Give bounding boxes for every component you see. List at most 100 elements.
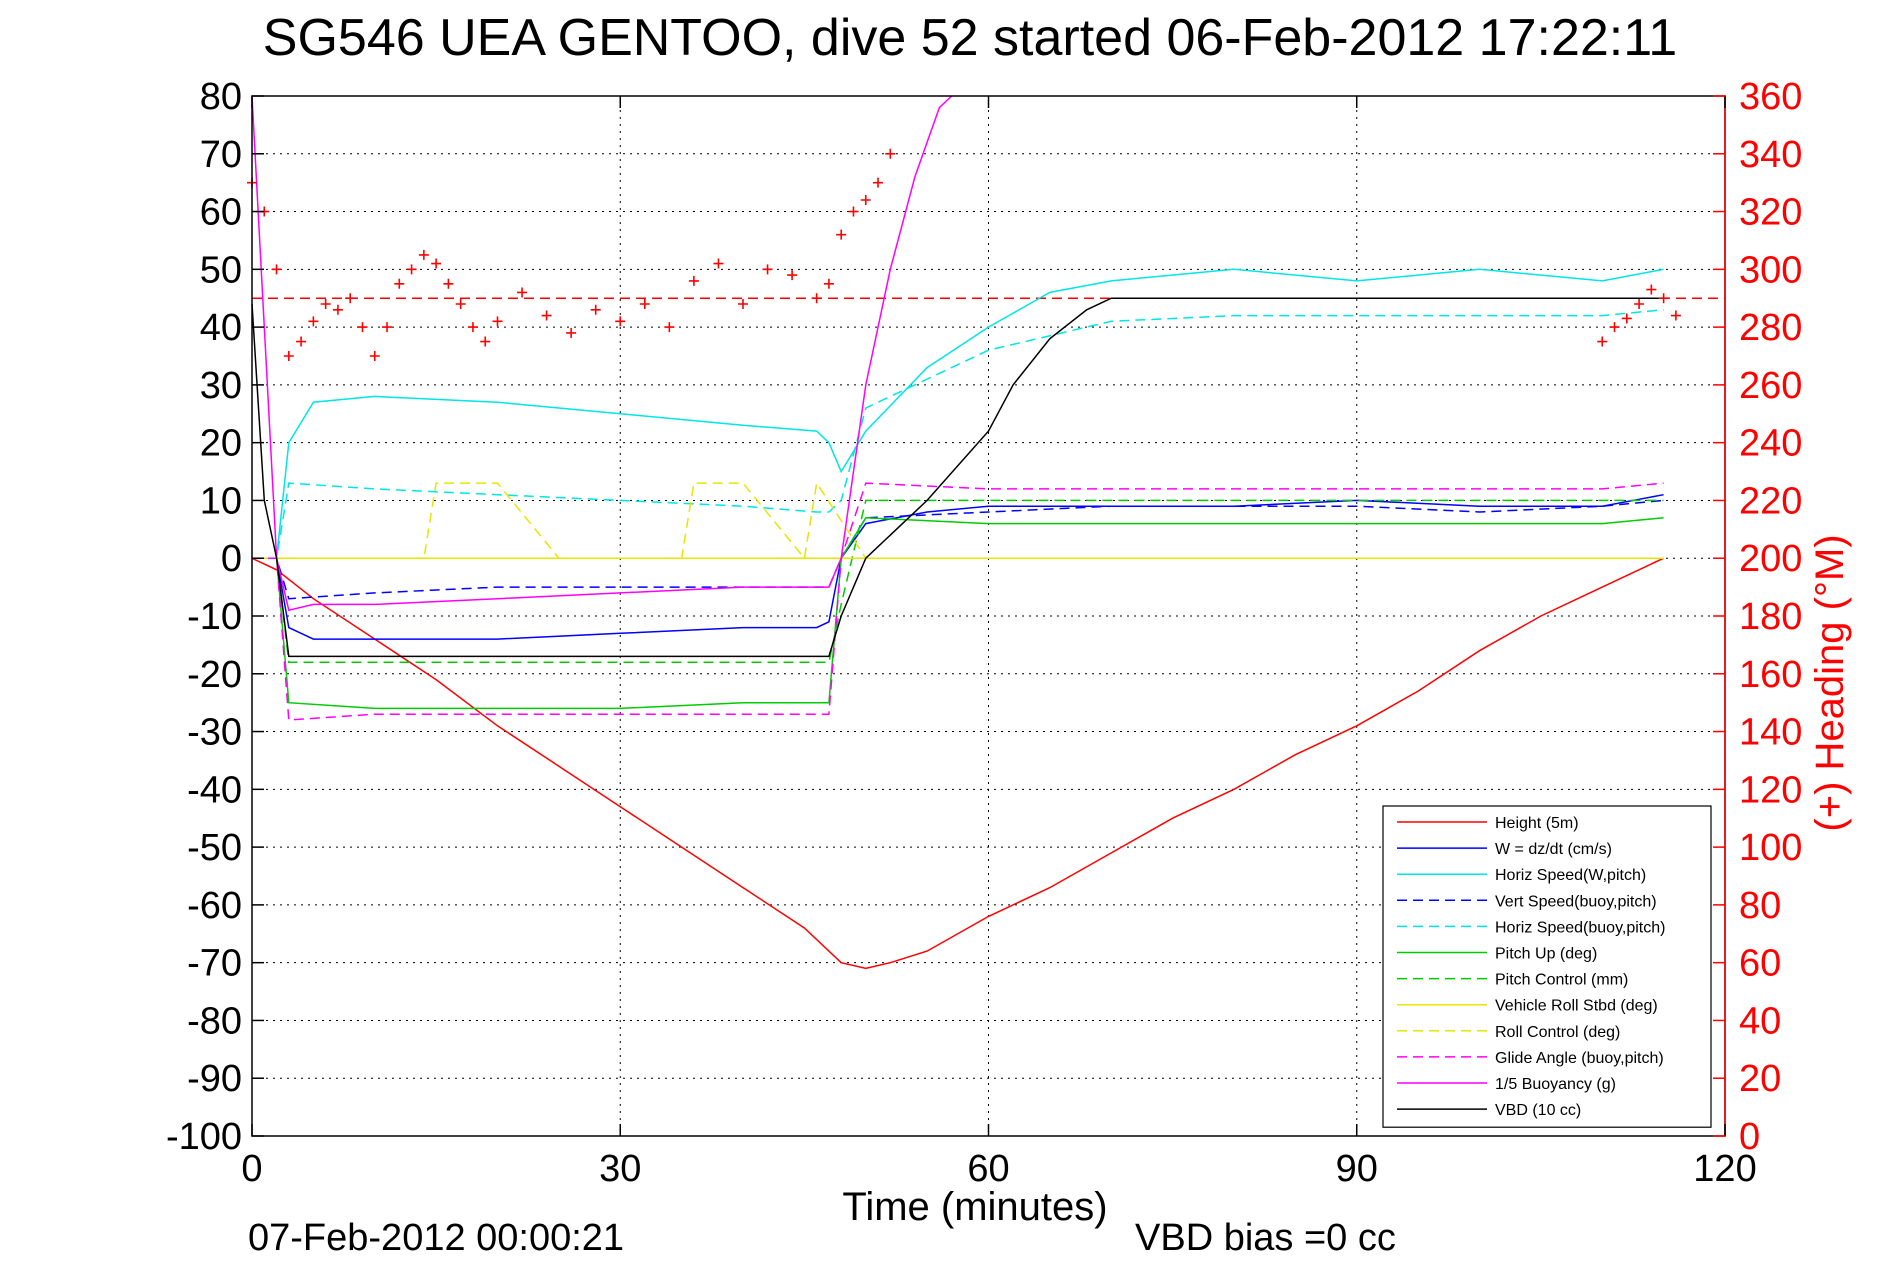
heading-point — [467, 322, 478, 333]
y2-tick-label: 300 — [1739, 249, 1802, 291]
legend-label: W = dz/dt (cm/s) — [1495, 841, 1612, 858]
y2-tick-label: 60 — [1739, 943, 1781, 985]
x-tick-label: 0 — [241, 1148, 262, 1190]
y-tick-label: -30 — [187, 712, 242, 754]
heading-point — [738, 299, 748, 309]
heading-point — [1597, 336, 1608, 347]
y2-tick-label: 240 — [1739, 423, 1802, 465]
y-tick-label: -80 — [187, 1000, 242, 1042]
series-line-12 — [251, 297, 1664, 658]
series-layer — [247, 95, 1725, 970]
y-tick-label: 10 — [200, 480, 242, 522]
y2-tick-label: 220 — [1739, 480, 1802, 522]
y2-tick-label: 140 — [1739, 712, 1802, 754]
heading-point — [1670, 310, 1681, 321]
heading-point — [455, 299, 466, 309]
heading-point — [848, 206, 859, 217]
heading-point — [1621, 313, 1632, 324]
heading-point — [1646, 284, 1657, 295]
heading-point — [1609, 322, 1620, 333]
heading-point — [639, 299, 650, 309]
y-tick-label: -90 — [187, 1058, 242, 1100]
y2-tick-label: 320 — [1739, 192, 1802, 234]
series-line-5 — [252, 309, 1664, 559]
y-tick-label: 50 — [200, 249, 242, 291]
legend-label: Pitch Control (mm) — [1495, 972, 1628, 989]
y-tick-label: -10 — [187, 596, 242, 638]
y2-tick-label: 20 — [1739, 1058, 1781, 1100]
y-tick-label: -20 — [187, 654, 242, 696]
x-tick-label: 30 — [599, 1148, 641, 1190]
y-tick-label: 0 — [221, 538, 242, 580]
y2-tick-label: 360 — [1739, 76, 1802, 118]
y2-tick-label: 80 — [1739, 885, 1781, 927]
series-line-2 — [252, 493, 1664, 640]
heading-point — [1658, 293, 1669, 304]
y-tick-label: -70 — [187, 943, 242, 985]
chart-title: SG546 UEA GENTOO, dive 52 started 06-Feb… — [263, 9, 1677, 67]
heading-point — [443, 278, 454, 289]
heading-point — [320, 299, 331, 309]
x-axis-label: Time (minutes) — [842, 1185, 1107, 1229]
heading-point — [492, 316, 503, 327]
heading-point — [860, 195, 871, 205]
heading-point — [308, 316, 319, 327]
y-tick-label: -60 — [187, 885, 242, 927]
heading-point — [283, 351, 294, 361]
legend-label: VBD (10 cc) — [1495, 1102, 1581, 1119]
y-tick-label: -100 — [166, 1116, 242, 1158]
legend-label: Glide Angle (buoy,pitch) — [1495, 1050, 1664, 1067]
legend: Height (5m) W = dz/dt (cm/s) Horiz Speed(W… — [1382, 805, 1712, 1128]
series-line-9 — [252, 481, 1664, 560]
heading-point — [480, 336, 491, 347]
heading-point — [566, 327, 577, 338]
y2-tick-label: 200 — [1739, 538, 1802, 580]
y2-tick-label: 260 — [1739, 365, 1802, 407]
heading-point — [541, 310, 552, 321]
y2-tick-label: 280 — [1739, 307, 1802, 349]
y2-tick-label: 40 — [1739, 1000, 1781, 1042]
legend-label: Vehicle Roll Stbd (deg) — [1495, 998, 1658, 1015]
legend-label: Pitch Up (deg) — [1495, 946, 1597, 963]
y-tick-label: -40 — [187, 769, 242, 811]
series-line-1 — [251, 557, 1664, 970]
heading-point — [823, 278, 834, 289]
y-tick-label: 80 — [200, 76, 242, 118]
axes: 0 30 60 90 12080706050403020100-10-20-30-40-… — [166, 76, 1802, 1190]
heading-point — [688, 275, 699, 286]
series-line-7 — [252, 499, 1664, 663]
heading-point — [332, 304, 343, 315]
heading-point — [1634, 299, 1645, 309]
grid-lines — [252, 96, 1725, 1136]
series-line-11 — [251, 95, 953, 612]
y-tick-label: 30 — [200, 365, 242, 407]
heading-point — [713, 258, 724, 269]
y-tick-label: 20 — [200, 423, 242, 465]
heading-point — [517, 287, 528, 298]
x-tick-label: 120 — [1693, 1148, 1756, 1190]
y2-tick-label: 100 — [1739, 827, 1802, 869]
heading-point — [811, 293, 822, 304]
legend-label: Horiz Speed(buoy,pitch) — [1495, 919, 1665, 936]
y2-tick-label: 180 — [1739, 596, 1802, 638]
legend-label: 1/5 Buoyancy (g) — [1495, 1076, 1616, 1093]
heading-point — [296, 336, 307, 347]
y-tick-label: -50 — [187, 827, 242, 869]
heading-point — [382, 322, 393, 333]
y2-tick-label: 0 — [1739, 1116, 1760, 1158]
footer-vbd-bias: VBD bias =0 cc — [1135, 1217, 1396, 1259]
y-tick-label: 40 — [200, 307, 242, 349]
heading-point — [787, 270, 798, 281]
heading-point — [836, 229, 847, 240]
heading-point — [394, 278, 405, 289]
heading-point — [431, 258, 442, 269]
y-tick-label: 70 — [200, 134, 242, 176]
footer-timestamp: 07-Feb-2012 00:00:21 — [248, 1217, 624, 1259]
heading-point — [369, 351, 380, 361]
heading-point — [406, 264, 417, 275]
heading-point — [345, 293, 356, 304]
heading-point — [762, 264, 773, 275]
x-tick-label: 90 — [1336, 1148, 1378, 1190]
heading-markers — [247, 148, 1681, 361]
